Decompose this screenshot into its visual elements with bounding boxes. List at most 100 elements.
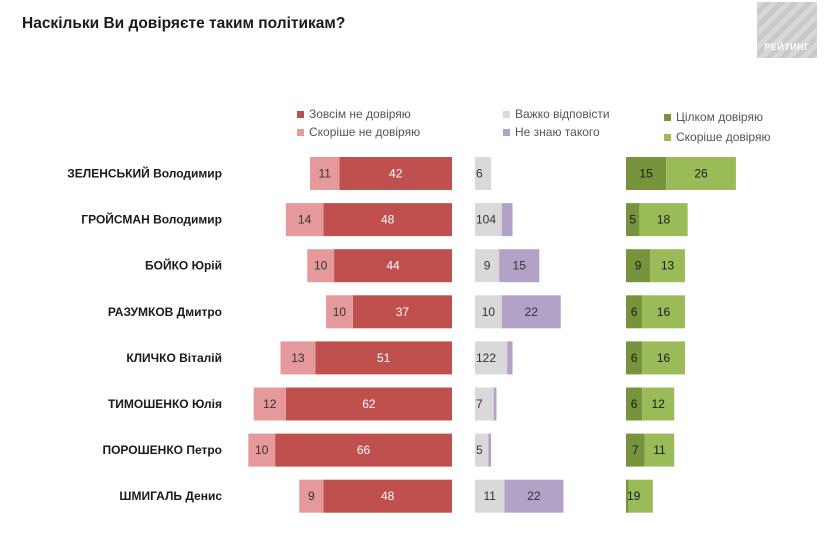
legend-label-full-distrust: Зовсім не довіряю — [309, 107, 411, 121]
bar-dont-know — [504, 479, 564, 513]
value-label-full-trust: 9 — [635, 259, 642, 273]
value-label-rather-distrust: 14 — [298, 213, 312, 227]
bar-dont-know — [499, 249, 540, 283]
bar-full-trust — [626, 479, 629, 513]
value-label-dont-know: 15 — [513, 259, 527, 273]
bar-rather-distrust — [307, 249, 335, 283]
bar-full-trust — [626, 295, 643, 329]
value-label-rather-distrust: 12 — [263, 397, 277, 411]
bar-hard-to-say — [475, 387, 494, 421]
value-label-rather-distrust: 11 — [318, 167, 331, 181]
bar-full-distrust — [275, 433, 452, 467]
value-label-full-trust: 6 — [631, 351, 638, 365]
value-label-rather-trust: 11 — [653, 443, 666, 457]
bar-rather-trust — [644, 433, 675, 467]
bar-full-distrust — [315, 341, 452, 375]
value-label-neutral: 104 — [476, 213, 496, 227]
value-label-full-trust: 15 — [639, 167, 653, 181]
category-label: ТИМОШЕНКО Юлія — [108, 397, 222, 411]
bar-rather-trust — [642, 387, 675, 421]
legend-item-full-distrust: Зовсім не довіряю — [297, 107, 411, 121]
value-label-dont-know: 22 — [525, 305, 539, 319]
value-label-full-distrust: 48 — [381, 489, 395, 503]
legend-swatch-rather-trust — [664, 133, 671, 141]
bar-hard-to-say — [475, 341, 508, 375]
value-label-rather-trust: 9 — [634, 489, 641, 503]
bar-dont-know — [501, 203, 513, 237]
category-label: РАЗУМКОВ Дмитро — [108, 305, 222, 319]
category-label: ШМИГАЛЬ Денис — [119, 489, 222, 503]
value-label-full-distrust: 51 — [377, 351, 391, 365]
category-label: КЛИЧКО Віталій — [126, 351, 222, 365]
value-label-rather-trust: 13 — [661, 259, 675, 273]
legend-label-hard-to-say: Важко відповісти — [515, 107, 610, 121]
bar-rather-distrust — [285, 203, 324, 237]
bar-full-distrust — [352, 295, 452, 329]
value-label-full-distrust: 62 — [362, 397, 376, 411]
bar-full-distrust — [285, 387, 452, 421]
bar-dont-know — [493, 387, 497, 421]
value-label-full-trust: 7 — [632, 443, 639, 457]
legend-label-rather-trust: Скоріше довіряю — [676, 130, 771, 144]
value-label-rather-distrust: 13 — [291, 351, 305, 365]
value-label-full-distrust: 42 — [389, 167, 403, 181]
value-label-neutral: 122 — [476, 351, 496, 365]
category-label: БОЙКО Юрій — [145, 258, 222, 273]
bar-rather-distrust — [326, 295, 353, 329]
bar-dont-know — [507, 341, 513, 375]
legend-item-full-trust: Цілком довіряю — [664, 110, 763, 124]
value-label-neutral: 7 — [476, 397, 483, 411]
legend-swatch-hard-to-say — [503, 110, 510, 118]
value-label-rather-distrust: 10 — [314, 259, 328, 273]
bar-rather-trust — [628, 479, 653, 513]
legend-swatch-full-trust — [664, 113, 671, 121]
value-label-full-trust: 6 — [631, 305, 638, 319]
value-label-rather-distrust: 9 — [308, 489, 315, 503]
legend-label-rather-distrust: Скоріше не довіряю — [309, 125, 421, 139]
chart-title: Наскільки Ви довіряєте таким політикам? — [22, 15, 346, 32]
bar-rather-distrust — [253, 387, 286, 421]
value-label-dont-know: 22 — [527, 489, 541, 503]
bar-full-trust — [626, 203, 640, 237]
rating-logo: РЕЙТИНГ — [757, 2, 817, 58]
bar-hard-to-say — [475, 295, 502, 329]
bar-dont-know — [501, 295, 561, 329]
value-label-hard-to-say: 9 — [484, 259, 491, 273]
value-label-neutral: 5 — [476, 443, 483, 457]
bar-full-trust — [626, 249, 651, 283]
value-label-rather-trust: 18 — [657, 213, 671, 227]
value-label-hard-to-say: 11 — [484, 489, 497, 503]
bar-rather-trust — [642, 295, 685, 329]
legend-item-rather-trust: Скоріше довіряю — [664, 130, 770, 144]
bar-full-trust — [626, 433, 645, 467]
bar-dont-know — [488, 433, 492, 467]
legend-swatch-dont-know — [503, 128, 510, 136]
category-label: ГРОЙСМАН Володимир — [81, 212, 222, 227]
value-label-hard-to-say: 10 — [482, 305, 496, 319]
value-label-full-trust: 6 — [631, 397, 638, 411]
bar-rather-trust — [666, 157, 736, 190]
value-label-full-trust: 5 — [629, 213, 636, 227]
bar-full-trust — [626, 387, 643, 421]
legend-swatch-full-distrust — [297, 110, 304, 118]
category-label: ПОРОШЕНКО Петро — [102, 443, 222, 457]
legend-item-dont-know: Не знаю такого — [503, 125, 600, 139]
bar-hard-to-say — [475, 157, 492, 190]
bar-full-trust — [626, 341, 643, 375]
bar-rather-trust — [642, 341, 685, 375]
bar-full-distrust — [339, 157, 452, 190]
bar-rather-distrust — [248, 433, 276, 467]
value-label-rather-trust: 16 — [657, 351, 671, 365]
bar-rather-trust — [650, 249, 685, 283]
value-label-rather-trust: 26 — [694, 167, 708, 181]
value-label-full-distrust: 66 — [357, 443, 371, 457]
bar-hard-to-say — [475, 479, 505, 513]
value-label-full-distrust: 48 — [381, 213, 395, 227]
bar-full-distrust — [334, 249, 452, 283]
legend-swatch-rather-distrust — [297, 128, 304, 136]
bar-rather-distrust — [309, 157, 340, 190]
category-label: ЗЕЛЕНСЬКИЙ Володимир — [67, 166, 222, 181]
value-label-neutral: 6 — [476, 167, 483, 181]
legend-item-rather-distrust: Скоріше не довіряю — [297, 125, 420, 139]
